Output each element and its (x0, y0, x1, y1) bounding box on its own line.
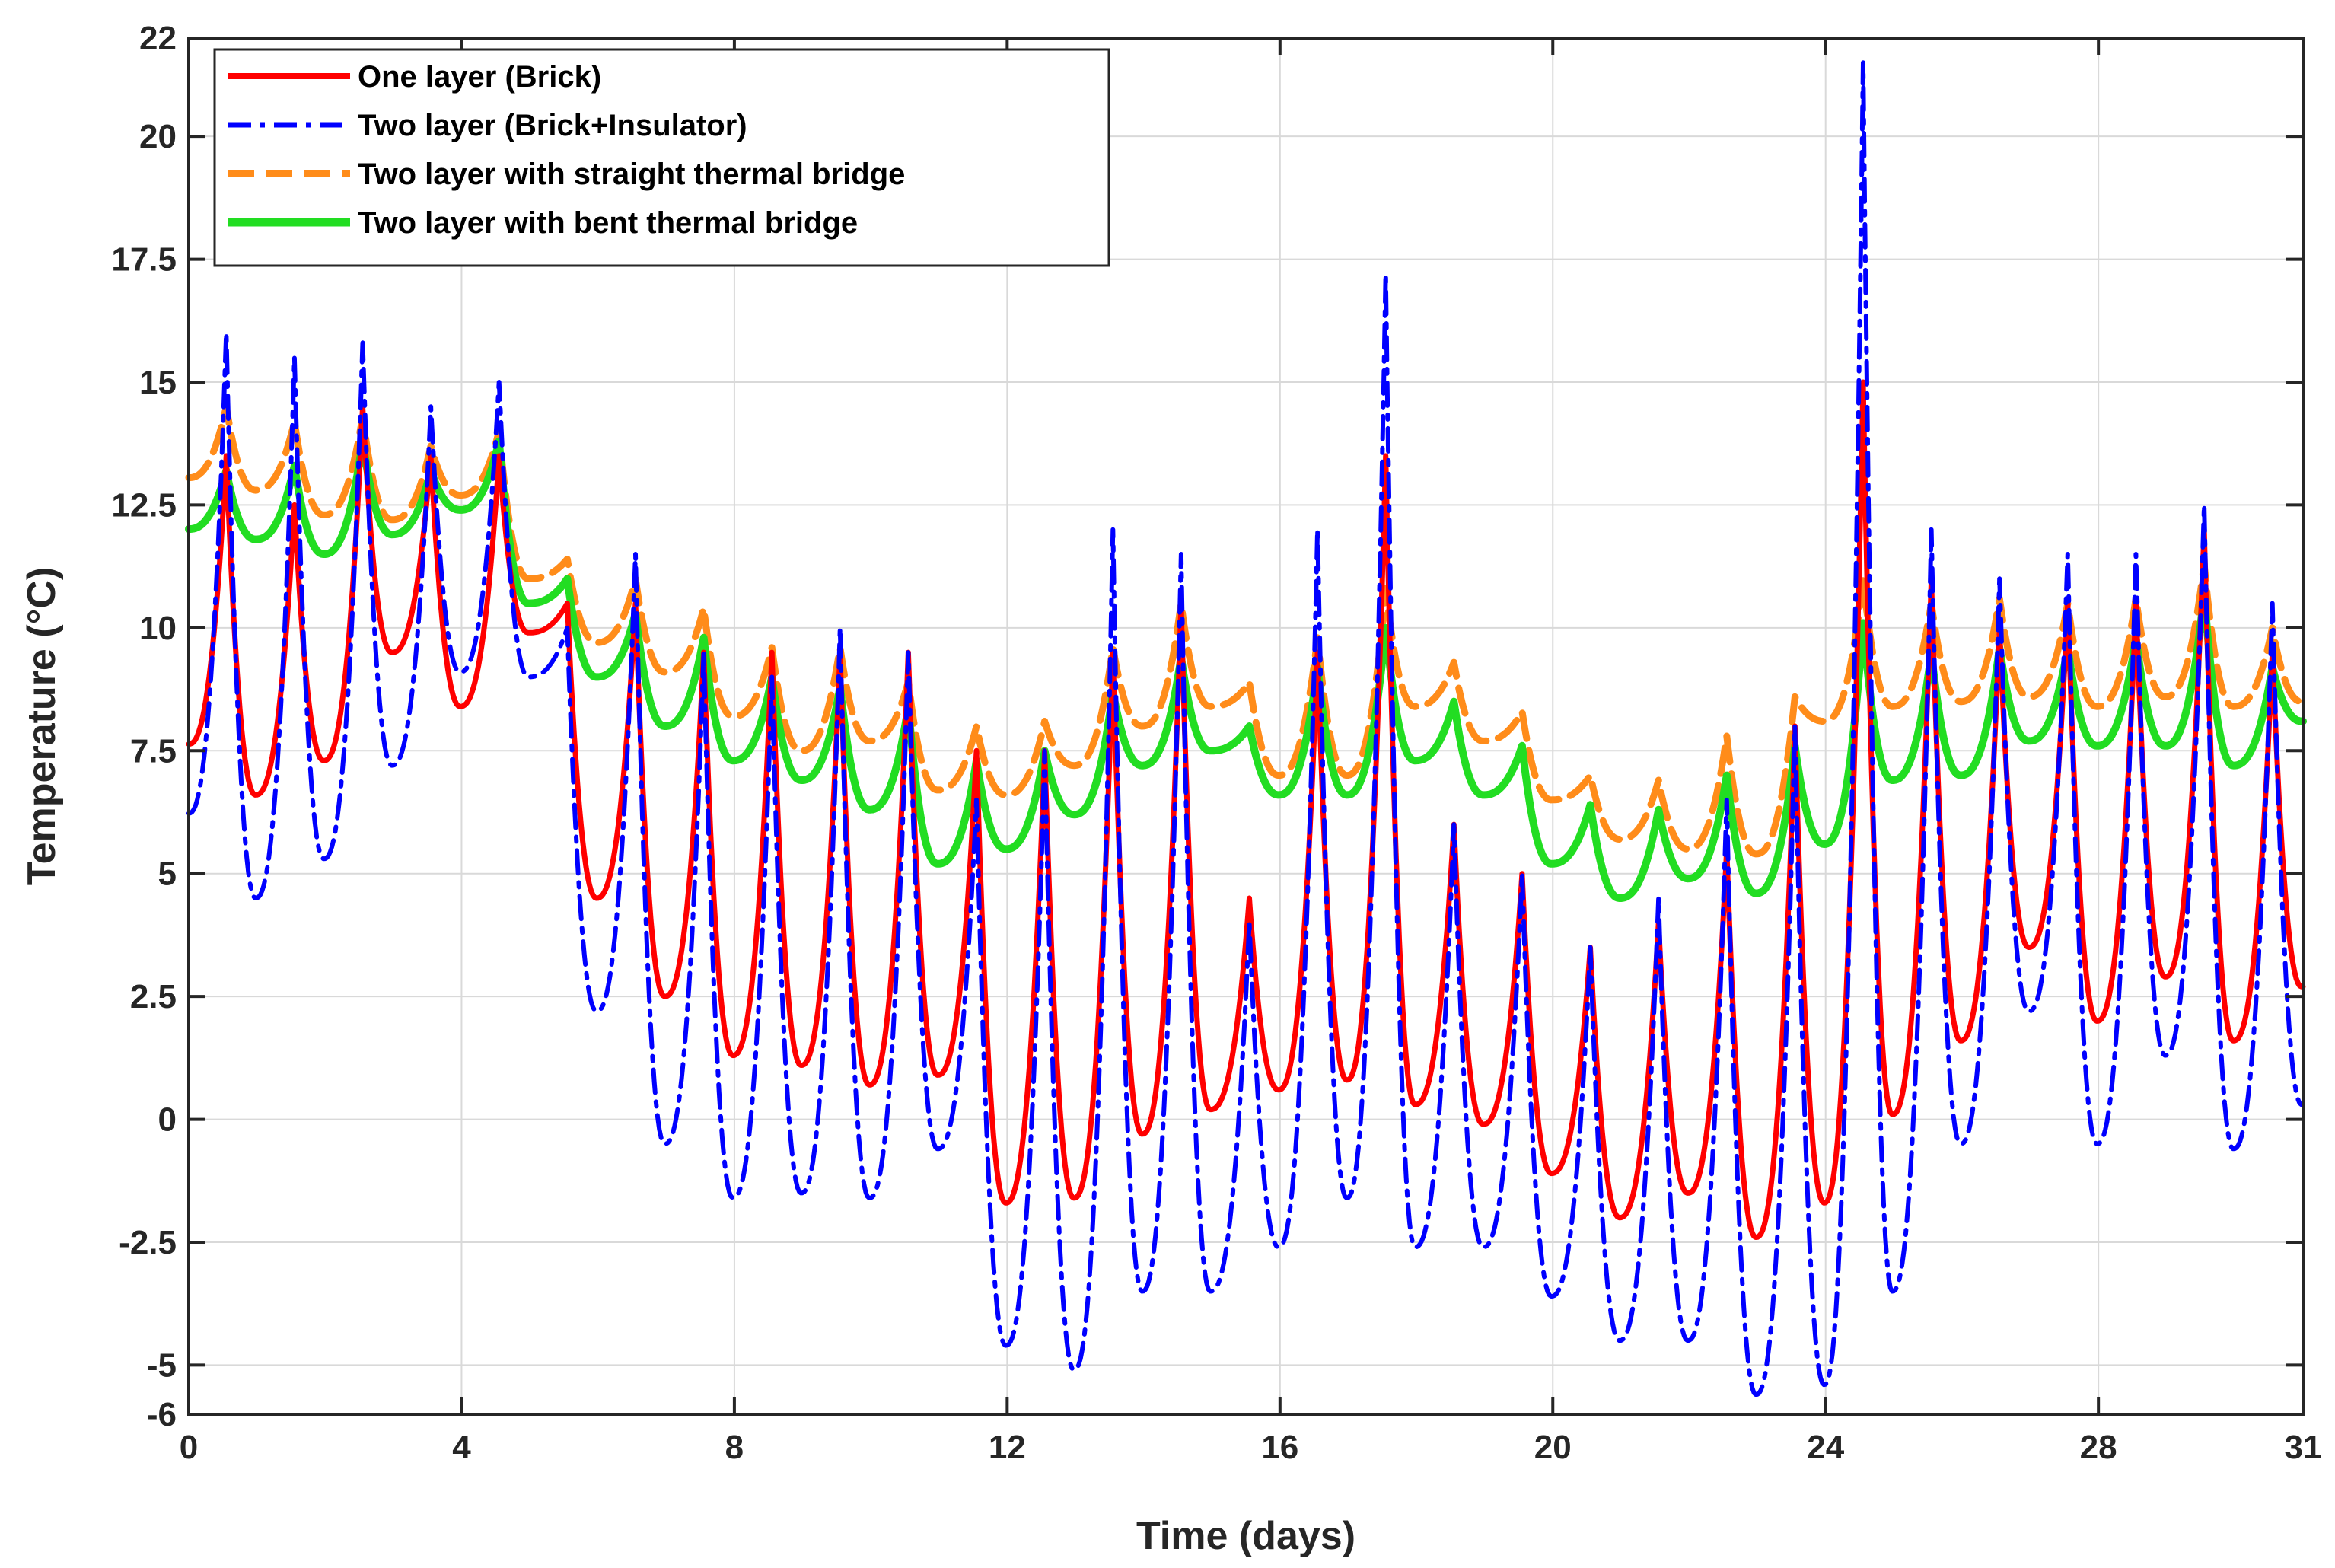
y-tick-label: 2.5 (130, 978, 177, 1015)
series-line-3 (185, 403, 2307, 858)
y-tick-label: 5 (158, 856, 177, 893)
x-tick-label: 12 (989, 1429, 1026, 1466)
series-line-1 (186, 379, 2306, 1240)
x-tick-label: 31 (2285, 1429, 2322, 1466)
legend-label-4: Two layer with bent thermal bridge (358, 206, 858, 240)
x-tick-label: 16 (1261, 1429, 1298, 1466)
y-axis-title: Temperature (°C) (20, 567, 64, 886)
y-tick-label: 10 (139, 610, 177, 647)
y-tick-label: -5 (147, 1347, 177, 1384)
y-tick-label: 20 (139, 118, 177, 155)
x-tick-label: 24 (1807, 1429, 1844, 1466)
y-tick-label: 0 (158, 1101, 177, 1139)
x-tick-label: 8 (725, 1429, 744, 1466)
legend: One layer (Brick) Two layer (Brick+Insula… (213, 48, 1110, 267)
y-tick-label: 12.5 (111, 486, 177, 524)
x-axis-title: Time (days) (1136, 1514, 1355, 1558)
x-tick-label: 0 (180, 1429, 198, 1466)
x-tick-label: 4 (452, 1429, 471, 1466)
legend-label-1: One layer (Brick) (358, 60, 601, 94)
axis-ticks: 0 4 8 12 16 20 24 28 31 -6 -5 -2.5 0 2.5 5 7.5 10 12.5 15 1… (111, 20, 2321, 1466)
plot-frame (187, 37, 2305, 1416)
series-group (185, 60, 2307, 1397)
y-tick-label: -6 (147, 1396, 177, 1433)
series-line-2 (186, 60, 2305, 1397)
x-tick-label: 28 (2080, 1429, 2117, 1466)
series-line-4 (185, 437, 2307, 902)
legend-label-2: Two layer (Brick+Insulator) (358, 109, 747, 142)
y-tick-label: 15 (139, 364, 177, 401)
y-tick-label: -2.5 (119, 1224, 177, 1261)
y-tick-label: 7.5 (130, 732, 177, 770)
x-tick-label: 20 (1534, 1429, 1572, 1466)
legend-box (213, 48, 1110, 267)
legend-label-3: Two layer with straight thermal bridge (358, 158, 905, 191)
y-tick-label: 17.5 (111, 241, 177, 279)
y-tick-label: 22 (139, 20, 177, 57)
